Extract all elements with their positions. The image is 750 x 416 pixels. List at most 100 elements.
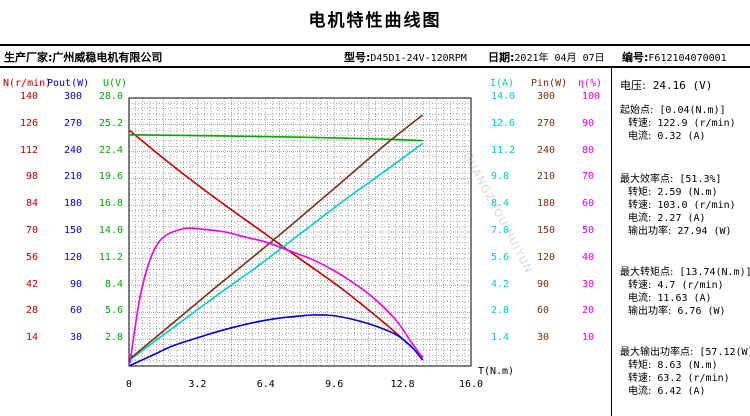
info-line: 输出功率: 27.94 (W)	[628, 222, 732, 237]
info-line: 电流: 11.63 (A)	[628, 289, 712, 304]
tick-label-current: 11.2	[491, 144, 516, 156]
info-heading-label: 最大输出功率点:	[620, 347, 694, 358]
info-line: 转速: 122.9 (r/min)	[628, 114, 736, 129]
series-line-voltage	[129, 134, 423, 142]
info-line-label: 转速:	[628, 280, 652, 291]
tick-label-power: 150	[63, 225, 82, 236]
info-line-label: 转矩:	[628, 360, 652, 371]
manufacturer-field: 生产厂家:广州威稳电机有限公司	[4, 49, 162, 65]
info-heading-value: [13.74(N.m)]	[673, 267, 750, 278]
tick-label-input_power: 120	[537, 251, 556, 263]
x-tick-label: 9.6	[325, 379, 344, 390]
page-title: 电机特性曲线图	[308, 11, 442, 31]
info-line-label: 电流:	[628, 131, 652, 142]
info-line-value: 63.2 (r/min)	[651, 373, 730, 384]
info-line-label: 电流:	[628, 386, 652, 397]
info-line-value: 4.7 (r/min)	[651, 280, 724, 291]
tick-label-current: 8.4	[491, 198, 510, 210]
tick-label-speed: 140	[19, 91, 38, 102]
axis-title-efficiency: η(%)	[578, 78, 603, 89]
tick-label-power: 300	[63, 91, 82, 102]
tick-label-efficiency: 30	[582, 278, 595, 290]
info-block-heading: 起始点: [0.04(N.m)]	[620, 101, 726, 116]
tick-label-input_power: 270	[537, 117, 556, 129]
tick-label-power: 180	[63, 198, 82, 210]
tick-label-voltage: 16.8	[98, 198, 123, 210]
tick-label-input_power: 90	[537, 278, 550, 290]
manufacturer-value: 广州威稳电机有限公司	[52, 51, 163, 64]
tick-label-current: 9.8	[491, 171, 510, 183]
tick-label-speed: 84	[25, 198, 38, 210]
tick-label-voltage: 2.8	[104, 332, 123, 344]
tick-label-input_power: 60	[537, 305, 550, 317]
tick-label-power: 60	[69, 305, 82, 317]
info-block-heading: 最大输出功率点: [57.12(W)]	[620, 343, 750, 358]
x-tick-label: 16.0	[458, 379, 484, 390]
series-line-efficiency	[129, 227, 424, 364]
tick-label-efficiency: 60	[582, 198, 595, 210]
info-line: 电流: 6.42 (A)	[628, 382, 706, 397]
x-tick-label: 6.4	[256, 379, 275, 390]
tick-label-speed: 28	[25, 305, 38, 317]
tick-label-power: 30	[69, 332, 82, 344]
model-label: 型号:	[344, 51, 371, 64]
manufacturer-label: 生产厂家:	[4, 51, 53, 64]
info-line-label: 转矩:	[628, 187, 652, 198]
tick-label-voltage: 5.6	[104, 305, 123, 317]
tick-label-input_power: 300	[537, 91, 556, 102]
info-heading-value: [51.3%]	[673, 174, 722, 185]
tick-label-current: 7.0	[491, 225, 510, 236]
tick-label-voltage: 14.0	[98, 225, 123, 236]
info-line-value: 103.0 (r/min)	[651, 200, 736, 211]
tick-label-input_power: 150	[537, 225, 556, 236]
info-line-label: 输出功率:	[628, 226, 672, 237]
tick-label-speed: 14	[25, 332, 38, 344]
tick-label-efficiency: 100	[582, 91, 601, 102]
info-line: 电流: 2.27 (A)	[628, 209, 706, 224]
tick-label-efficiency: 70	[582, 171, 595, 183]
info-line: 转矩: 8.63 (N.m)	[628, 356, 718, 371]
info-line-value: 8.63 (N.m)	[651, 360, 718, 371]
info-heading-value: [57.12(W)]	[699, 347, 750, 358]
model-value: D45D1-24V-120RPM	[370, 53, 467, 64]
tick-label-current: 12.6	[491, 117, 516, 129]
info-line: 电流: 0.32 (A)	[628, 127, 706, 142]
tick-label-speed: 70	[25, 225, 38, 236]
info-line-value: 6.42 (A)	[651, 386, 706, 397]
tick-label-voltage: 25.2	[98, 117, 123, 129]
tick-label-efficiency: 80	[582, 144, 595, 156]
tick-label-speed: 98	[25, 171, 38, 183]
info-line-value: 27.94 (W)	[671, 226, 732, 237]
info-line-value: 0.32 (A)	[651, 131, 706, 142]
tick-label-efficiency: 10	[582, 332, 595, 344]
info-line-label: 转速:	[628, 118, 652, 129]
tick-label-current: 4.2	[491, 278, 510, 290]
x-tick-label: 3.2	[188, 379, 207, 390]
plot-grid	[129, 98, 471, 366]
tick-label-efficiency: 20	[582, 305, 595, 317]
tick-label-efficiency: 40	[582, 251, 595, 263]
tick-label-voltage: 22.4	[98, 144, 123, 156]
serial-value: F612104070001	[648, 53, 727, 64]
tick-label-voltage: 8.4	[104, 278, 123, 290]
date-field: 日期:2021年 04月 07日	[488, 49, 605, 65]
info-line-value: 2.27 (A)	[651, 213, 706, 224]
tick-label-voltage: 28.0	[98, 91, 123, 102]
info-line: 输出功率: 6.76 (W)	[628, 302, 726, 317]
info-line: 转速: 63.2 (r/min)	[628, 369, 730, 384]
info-heading-label: 最大转矩点:	[620, 267, 674, 278]
date-label: 日期:	[488, 51, 515, 64]
info-heading-label: 最大效率点:	[620, 174, 674, 185]
info-line: 转矩: 2.59 (N.m)	[628, 183, 718, 198]
tick-label-voltage: 11.2	[98, 251, 123, 263]
tick-label-input_power: 210	[537, 171, 556, 183]
info-line-label: 电流:	[628, 293, 652, 304]
series-line-current	[129, 142, 424, 361]
voltage-label: 电压:	[620, 79, 646, 92]
header-top-rule	[0, 44, 750, 46]
tick-label-efficiency: 50	[582, 225, 595, 236]
x-tick-label: 12.8	[390, 379, 415, 390]
info-line-label: 转速:	[628, 373, 652, 384]
tick-label-input_power: 180	[537, 198, 556, 210]
